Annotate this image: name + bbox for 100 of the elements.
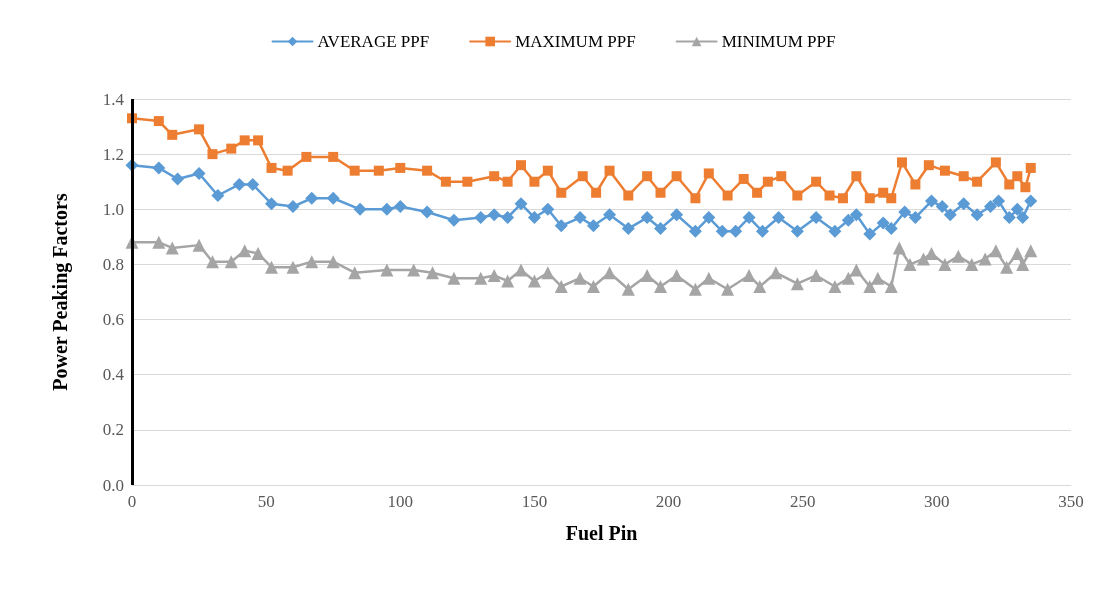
point	[837, 193, 848, 204]
point	[501, 274, 515, 288]
point	[910, 179, 921, 190]
point	[892, 241, 906, 255]
point	[207, 149, 218, 160]
point	[790, 224, 804, 238]
y-tick-label: 0.8	[102, 254, 124, 274]
point	[621, 282, 635, 296]
y-axis-title: Power Peaking Factors	[49, 193, 72, 391]
point	[1024, 194, 1038, 208]
point	[422, 165, 433, 176]
point	[688, 282, 702, 296]
point	[395, 162, 406, 173]
point	[239, 135, 250, 146]
point	[407, 263, 421, 277]
point	[939, 165, 950, 176]
point	[152, 235, 166, 249]
point	[1004, 179, 1015, 190]
point	[828, 224, 842, 238]
point	[489, 171, 500, 182]
point	[474, 271, 488, 285]
point	[776, 171, 787, 182]
point	[447, 213, 461, 227]
point	[380, 263, 394, 277]
point	[425, 266, 439, 280]
point	[755, 224, 769, 238]
point	[655, 187, 666, 198]
point	[440, 176, 451, 187]
point	[924, 246, 938, 260]
y-tick-label: 0.4	[102, 365, 125, 385]
point	[640, 211, 654, 225]
point	[502, 176, 513, 187]
point	[965, 257, 979, 271]
point	[992, 194, 1006, 208]
point	[938, 257, 952, 271]
point	[326, 255, 340, 269]
point	[1020, 182, 1031, 193]
point	[527, 274, 541, 288]
point	[671, 171, 682, 182]
point	[951, 249, 965, 263]
point	[516, 160, 527, 171]
point	[224, 255, 238, 269]
point	[989, 244, 1003, 258]
x-tick-label: 300	[924, 492, 950, 511]
point	[573, 271, 587, 285]
point	[305, 255, 319, 269]
point	[851, 171, 862, 182]
point	[972, 176, 983, 187]
point	[769, 266, 783, 280]
point	[226, 143, 237, 154]
point	[863, 227, 877, 241]
point	[729, 224, 743, 238]
point	[762, 176, 773, 187]
point	[541, 266, 555, 280]
point	[621, 222, 635, 236]
point	[586, 279, 600, 293]
point	[670, 268, 684, 282]
point	[238, 244, 252, 258]
point	[462, 176, 473, 187]
point	[640, 268, 654, 282]
x-tick-label: 100	[387, 492, 414, 511]
point	[896, 157, 907, 168]
point	[603, 266, 617, 280]
y-tick-label: 1.2	[102, 144, 124, 164]
point	[577, 171, 588, 182]
point	[348, 266, 362, 280]
point	[703, 168, 714, 179]
point	[192, 166, 206, 180]
x-tick-label: 350	[1058, 492, 1084, 511]
point	[923, 160, 934, 171]
point	[1002, 211, 1016, 225]
point	[265, 197, 279, 211]
point	[253, 135, 264, 146]
point	[715, 224, 729, 238]
point	[251, 246, 265, 260]
point	[165, 241, 179, 255]
x-tick-label: 200	[655, 492, 682, 511]
point	[604, 165, 615, 176]
point	[474, 211, 488, 225]
point	[924, 194, 938, 208]
point	[1010, 202, 1024, 216]
y-tick-label: 0.0	[102, 475, 124, 495]
point	[353, 202, 367, 216]
point	[809, 211, 823, 225]
point	[841, 271, 855, 285]
point	[738, 173, 749, 184]
point	[742, 268, 756, 282]
legend-label: AVERAGE PPF	[317, 32, 430, 51]
point	[328, 151, 339, 162]
point	[884, 222, 898, 236]
point	[501, 211, 515, 225]
x-tick-label: 0	[127, 492, 137, 511]
point	[514, 197, 528, 211]
point	[393, 200, 407, 214]
point	[772, 211, 786, 225]
point	[152, 161, 166, 175]
point	[863, 279, 877, 293]
point	[171, 172, 185, 186]
point	[884, 279, 898, 293]
point	[978, 252, 992, 266]
